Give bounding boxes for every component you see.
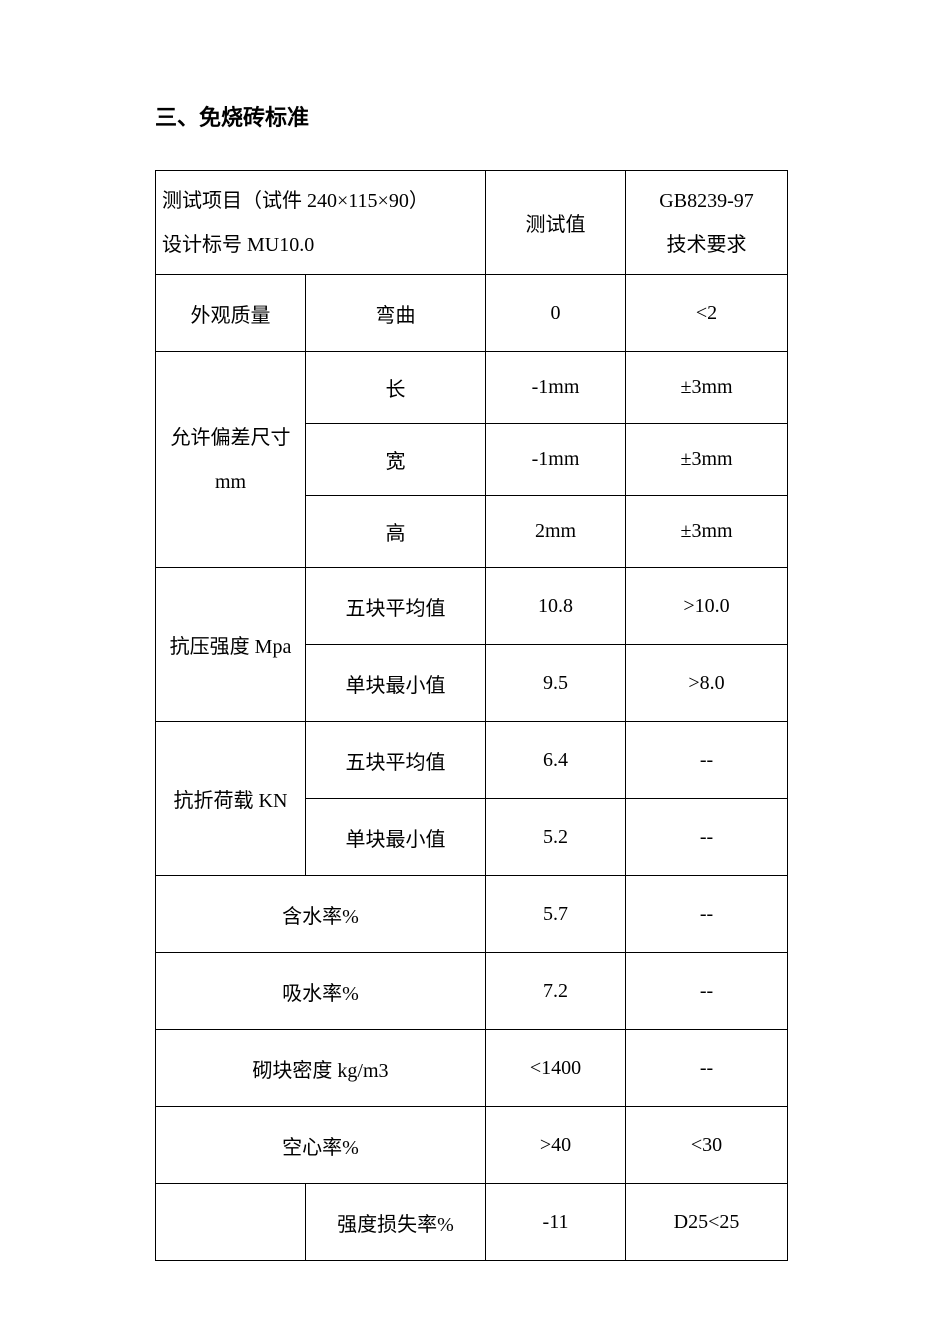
header-standard: GB8239-97 技术要求	[626, 171, 788, 275]
header-specimen-line2: 设计标号 MU10.0	[162, 223, 485, 267]
moisture-label: 含水率%	[156, 876, 486, 953]
tolerance-length-value: -1mm	[486, 352, 626, 424]
header-specimen: 测试项目（试件 240×115×90） 设计标号 MU10.0	[156, 171, 486, 275]
absorption-req: --	[626, 953, 788, 1030]
tolerance-width-req: ±3mm	[626, 424, 788, 496]
strength-loss-value: -11	[486, 1184, 626, 1261]
flexural-avg-req: --	[626, 722, 788, 799]
strength-loss-group	[156, 1184, 306, 1261]
table-row: 允许偏差尺寸 mm 长 -1mm ±3mm	[156, 352, 788, 424]
tolerance-height-value: 2mm	[486, 496, 626, 568]
section-title: 三、免烧砖标准	[155, 100, 790, 132]
table-row: 抗压强度 Mpa 五块平均值 10.8 >10.0	[156, 568, 788, 645]
strength-loss-req: D25<25	[626, 1184, 788, 1261]
header-standard-line1: GB8239-97	[626, 179, 787, 223]
flexural-min-value: 5.2	[486, 799, 626, 876]
density-req: --	[626, 1030, 788, 1107]
compressive-min-value: 9.5	[486, 645, 626, 722]
flexural-min-req: --	[626, 799, 788, 876]
table-row: 外观质量 弯曲 0 <2	[156, 275, 788, 352]
tolerance-group-line2: mm	[156, 460, 305, 504]
appearance-req: <2	[626, 275, 788, 352]
table-row: 含水率% 5.7 --	[156, 876, 788, 953]
appearance-label: 外观质量	[156, 275, 306, 352]
compressive-min-req: >8.0	[626, 645, 788, 722]
compressive-avg-sub: 五块平均值	[306, 568, 486, 645]
table-row: 砌块密度 kg/m3 <1400 --	[156, 1030, 788, 1107]
standards-table: 测试项目（试件 240×115×90） 设计标号 MU10.0 测试值 GB82…	[155, 170, 788, 1261]
flexural-min-sub: 单块最小值	[306, 799, 486, 876]
moisture-value: 5.7	[486, 876, 626, 953]
absorption-value: 7.2	[486, 953, 626, 1030]
header-specimen-line1: 测试项目（试件 240×115×90）	[162, 179, 485, 223]
header-standard-line2: 技术要求	[626, 223, 787, 267]
compressive-avg-value: 10.8	[486, 568, 626, 645]
hollow-value: >40	[486, 1107, 626, 1184]
appearance-sub: 弯曲	[306, 275, 486, 352]
tolerance-length-sub: 长	[306, 352, 486, 424]
table-row: 空心率% >40 <30	[156, 1107, 788, 1184]
flexural-avg-sub: 五块平均值	[306, 722, 486, 799]
moisture-req: --	[626, 876, 788, 953]
compressive-group: 抗压强度 Mpa	[156, 568, 306, 722]
flexural-group: 抗折荷载 KN	[156, 722, 306, 876]
tolerance-length-req: ±3mm	[626, 352, 788, 424]
table-row: 抗折荷载 KN 五块平均值 6.4 --	[156, 722, 788, 799]
tolerance-width-sub: 宽	[306, 424, 486, 496]
compressive-min-sub: 单块最小值	[306, 645, 486, 722]
compressive-avg-req: >10.0	[626, 568, 788, 645]
density-value: <1400	[486, 1030, 626, 1107]
hollow-req: <30	[626, 1107, 788, 1184]
tolerance-width-value: -1mm	[486, 424, 626, 496]
table-header-row: 测试项目（试件 240×115×90） 设计标号 MU10.0 测试值 GB82…	[156, 171, 788, 275]
appearance-value: 0	[486, 275, 626, 352]
table-row: 吸水率% 7.2 --	[156, 953, 788, 1030]
flexural-avg-value: 6.4	[486, 722, 626, 799]
strength-loss-sub: 强度损失率%	[306, 1184, 486, 1261]
hollow-label: 空心率%	[156, 1107, 486, 1184]
tolerance-height-sub: 高	[306, 496, 486, 568]
absorption-label: 吸水率%	[156, 953, 486, 1030]
header-test-value: 测试值	[486, 171, 626, 275]
density-label: 砌块密度 kg/m3	[156, 1030, 486, 1107]
tolerance-group-line1: 允许偏差尺寸	[156, 416, 305, 460]
tolerance-group: 允许偏差尺寸 mm	[156, 352, 306, 568]
table-row: 强度损失率% -11 D25<25	[156, 1184, 788, 1261]
tolerance-height-req: ±3mm	[626, 496, 788, 568]
